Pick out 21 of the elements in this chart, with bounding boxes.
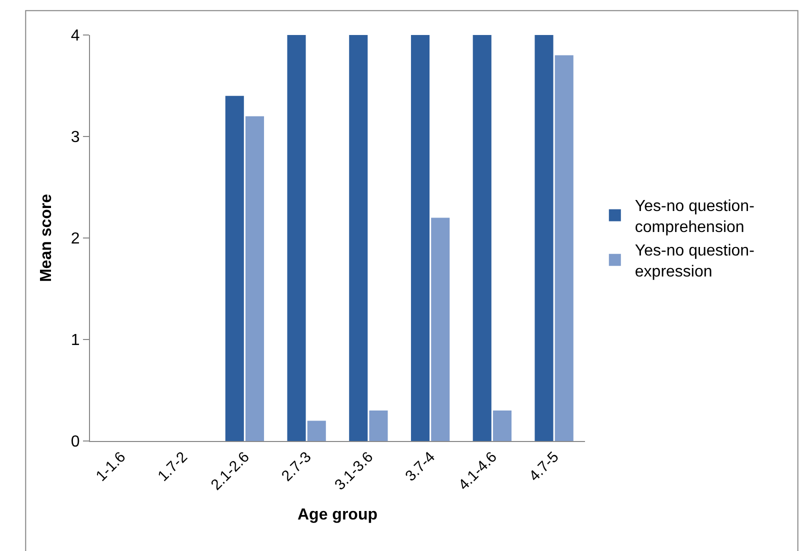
y-axis-title: Mean score: [38, 194, 55, 282]
legend-label: Yes-no question-expression: [634, 242, 754, 281]
bar: [472, 35, 492, 441]
bar: [534, 35, 554, 441]
bar: [492, 410, 512, 441]
y-tick-label: 0: [70, 434, 80, 451]
bar: [369, 410, 388, 441]
y-tick-label: 2: [70, 230, 80, 248]
y-tick-label: 3: [70, 129, 80, 146]
x-axis-title: Age group: [298, 506, 378, 524]
bar: [431, 218, 450, 441]
bar: [410, 35, 430, 441]
bar: [307, 420, 326, 441]
bar: [225, 96, 244, 441]
y-tick-label: 1: [70, 332, 80, 350]
bar: [554, 55, 574, 441]
y-tick-label: 4: [70, 28, 80, 45]
legend-label: Yes-no question-comprehension: [634, 198, 754, 236]
bar: [349, 35, 368, 441]
bar: [287, 35, 306, 441]
bar: [245, 116, 264, 441]
